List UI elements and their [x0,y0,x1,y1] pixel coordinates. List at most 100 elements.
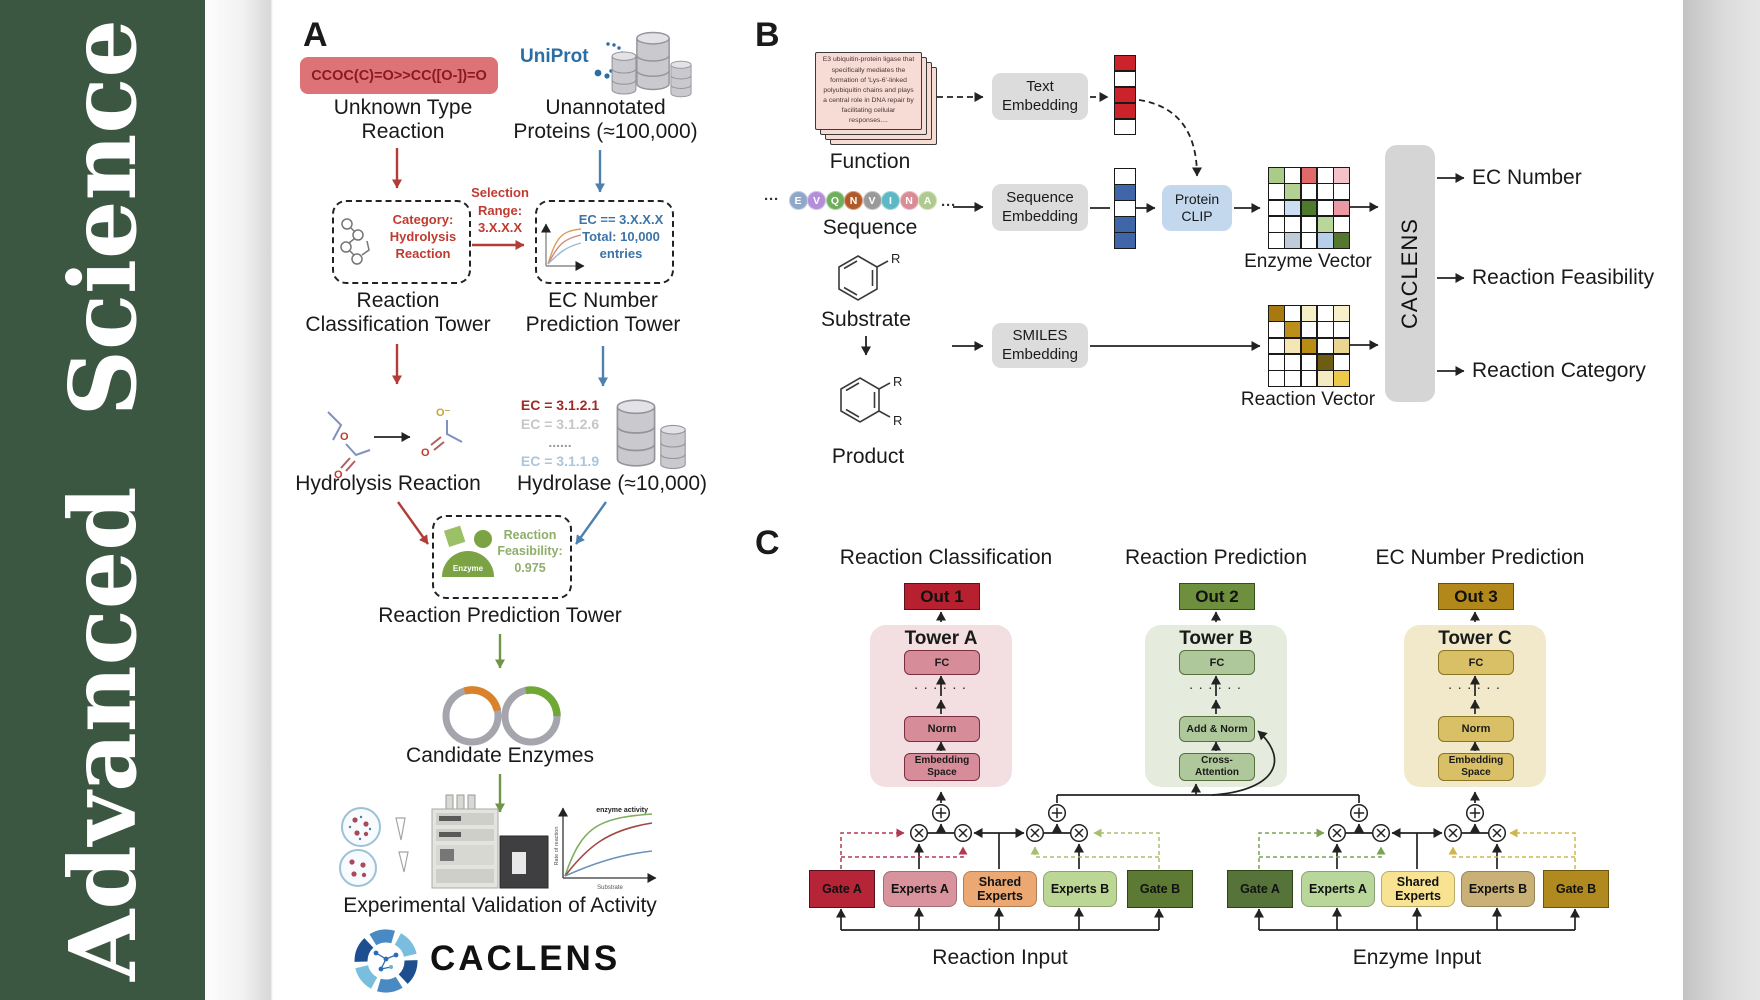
reaction-input-label: Reaction Input [932,946,1068,969]
matrix-cell [1334,338,1349,354]
matrix-cell [1317,322,1333,338]
matrix-cell [1301,354,1317,370]
hplc-instrument-icon [431,794,549,889]
tower-a-panel: Tower A FC . . . . . . Norm Embedding Sp… [870,625,1012,787]
reaction-prediction-tower-box [432,515,572,599]
matrix-cell [1269,200,1284,216]
enzyme-gate-b-box: Gate B [1543,870,1609,908]
matrix-cell [1269,233,1284,248]
enzyme-vector-matrix [1268,167,1350,249]
matrix-cell [1334,168,1349,183]
substrate-r-label: R [891,251,900,266]
matrix-cell [1317,354,1333,370]
acetate-molecule-icon [430,420,463,451]
product-r1-label: R [893,374,902,389]
left-page-edge-shadow [205,0,273,1000]
matrix-cell [1317,184,1333,200]
sequence-ellipsis-right: ··· [941,197,956,214]
substrate-benzene-icon [838,255,878,301]
product-benzene-icon [840,377,880,423]
product-label: Product [831,445,905,468]
product-r2-label: R [893,413,902,428]
matrix-cell [1334,322,1349,338]
tower-b-addnorm-block: Add & Norm [1179,716,1255,742]
matrix-cell [1285,200,1301,216]
hydrolase-label: Hydrolase (≈10,000) [516,472,708,495]
matrix-cell [1115,169,1135,184]
matrix-cell [1317,200,1333,216]
sequence-embedding-vector [1114,168,1136,249]
matrix-cell [1115,71,1135,87]
matrix-cell [1115,119,1135,134]
matrix-cell [1285,338,1301,354]
acetate-o-minus-label: O⁻ [436,407,451,419]
out2-box: Out 2 [1179,583,1255,610]
matrix-cell [1317,306,1333,321]
plasmid-icons [442,686,561,746]
sequence-label: Sequence [822,216,918,239]
caclens-model-box: CACLENS [1385,145,1435,402]
caclens-wordmark: CACLENS [430,939,621,978]
matrix-cell [1334,233,1349,248]
reaction-experts-b-box: Experts B [1043,871,1117,907]
matrix-cell [1317,338,1333,354]
panel-b-arrows [861,92,1465,376]
matrix-cell [1301,216,1317,232]
text-embedding-box: Text Embedding [992,73,1088,120]
ec-candidates-list: EC = 3.1.2.1 EC = 3.1.2.6...... EC = 3.1.1… [506,396,614,470]
matrix-cell [1269,371,1284,386]
matrix-cell [1301,184,1317,200]
matrix-cell [1301,306,1317,321]
matrix-cell [1301,233,1317,248]
smiles-embedding-box: SMILES Embedding [992,323,1088,368]
matrix-cell [1317,233,1333,248]
matrix-cell [1269,306,1284,321]
function-card-text: E3 ubiquitin-protein ligase that specifi… [822,56,915,125]
function-label: Function [829,150,911,173]
activity-plot-icon [558,807,657,883]
uniprot-logo-text: UniProt [520,46,589,67]
matrix-cell [1269,168,1284,183]
petri-dish-icons [339,807,409,887]
matrix-cell [1301,338,1317,354]
tower-b-panel: Tower B FC . . . . . . Add & Norm Cross-… [1145,625,1287,787]
residue-circle: Q [825,191,845,210]
matrix-cell [1269,322,1284,338]
out1-box: Out 1 [904,583,980,610]
sequence-embedding-box: Sequence Embedding [992,184,1088,231]
tower-c-embedding-block: Embedding Space [1438,753,1514,781]
tower-b-dots: . . . . . . [1189,681,1243,692]
matrix-cell [1285,184,1301,200]
reaction-classification-tower-box [332,200,471,284]
matrix-cell [1115,185,1135,200]
output-reaction-feasibility: Reaction Feasibility [1472,266,1655,289]
residue-circle: N [844,191,863,210]
tower-a-dots: . . . . . . [914,681,968,692]
heading-reaction-classification: Reaction Classification [839,546,1053,569]
reaction-gate-b-box: Gate B [1127,870,1193,908]
product-r-bonds [878,382,891,418]
acetate-oxygen-label: O [421,447,430,459]
matrix-cell [1301,371,1317,386]
tower-b-title: Tower B [1179,628,1253,649]
hydrolase-database-icon [616,399,686,470]
candidate-enzymes-label: Candidate Enzymes [406,744,594,767]
matrix-cell [1301,168,1317,183]
heading-ec-number-prediction: EC Number Prediction [1375,546,1585,569]
smiles-reaction-box: CCOC(C)=O>>CC([O-])=O [300,57,498,94]
activity-ylabel: Rate of reaction [554,827,560,866]
matrix-cell [1334,200,1349,216]
matrix-cell [1269,338,1284,354]
matrix-cell [1269,354,1284,370]
heading-reaction-prediction: Reaction Prediction [1124,546,1308,569]
matrix-cell [1317,371,1333,386]
enzyme-shared-experts-box: Shared Experts [1381,871,1455,907]
journal-sidebar: Advanced Science [0,0,205,1000]
reaction-gate-a-box: Gate A [809,870,875,908]
unknown-type-reaction-label: Unknown Type Reaction [333,96,473,143]
caclens-model-label: CACLENS [1397,218,1422,329]
matrix-cell [1301,322,1317,338]
matrix-cell [1115,201,1135,216]
